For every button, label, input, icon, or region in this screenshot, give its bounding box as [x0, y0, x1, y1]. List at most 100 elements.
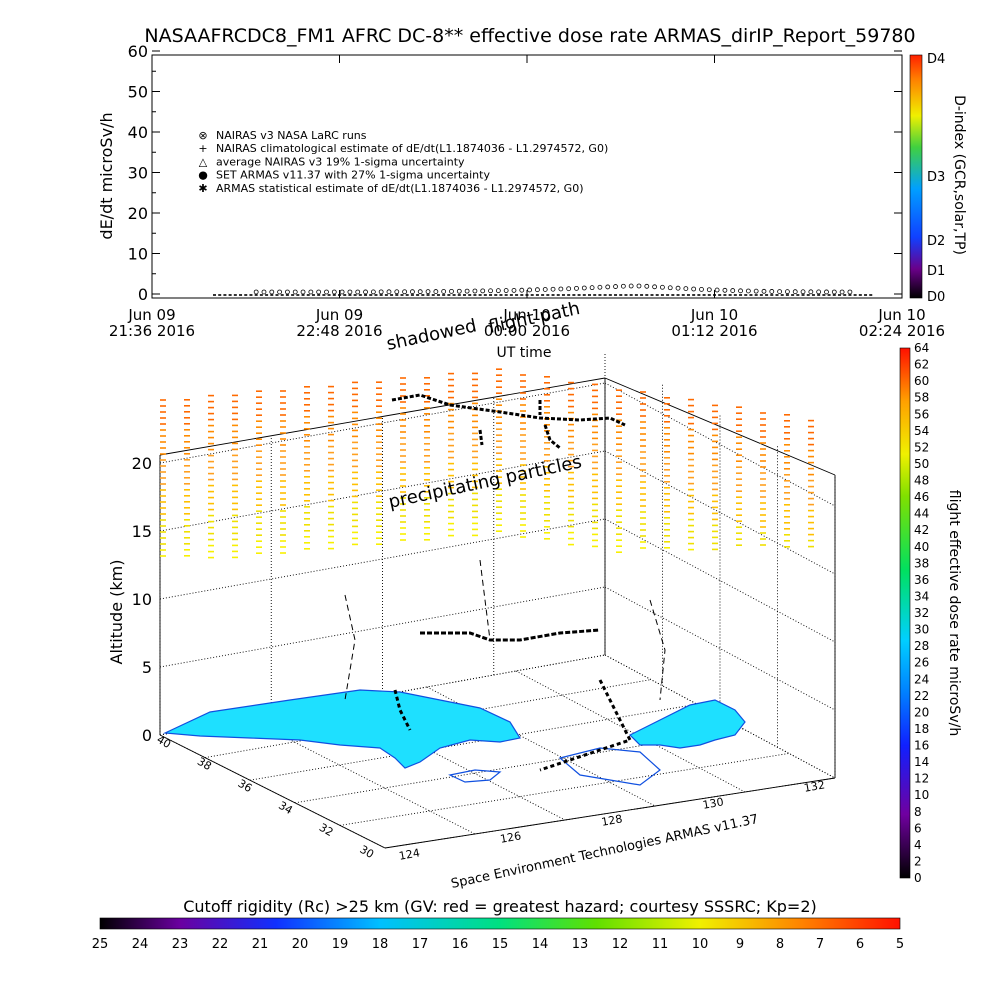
nairas-point: [831, 289, 837, 295]
dose-colorbar-label: 52: [914, 440, 929, 454]
nairas-point: [386, 289, 392, 295]
cutoff-colorbar-label: 8: [776, 937, 784, 952]
top-x-tick-date: Jun 09: [127, 306, 175, 324]
nairas-point: [308, 289, 314, 295]
nairas-point: [410, 289, 415, 295]
box-edge: [159, 377, 606, 456]
nairas-point: [738, 288, 743, 294]
nairas-point: [714, 287, 720, 293]
wall-grid-line: [159, 518, 606, 600]
dose-colorbar-label: 54: [914, 424, 929, 438]
land-island: [448, 769, 502, 783]
cutoff-colorbar-label: 17: [412, 937, 429, 952]
latitude-tick-label: 40: [154, 733, 173, 751]
d-index-label: D2: [927, 234, 945, 249]
nairas-point: [574, 285, 579, 291]
dose-colorbar-label: 58: [914, 391, 929, 405]
dose-colorbar-label: 26: [914, 656, 929, 670]
flight-path-upper: [391, 393, 626, 450]
top-x-tick-time: 02:24 2016: [859, 322, 945, 340]
nairas-point: [816, 289, 822, 295]
dose-colorbar-label: 22: [914, 689, 929, 703]
nairas-point: [425, 289, 431, 295]
top-x-tick-time: 21:36 2016: [109, 322, 195, 340]
nairas-point: [347, 289, 353, 295]
nairas-point: [691, 286, 697, 292]
nairas-point: [370, 289, 376, 295]
dose-colorbar-label: 64: [914, 341, 929, 355]
dose-colorbar-label: 6: [914, 821, 922, 835]
dose-colorbar-label: 0: [914, 871, 922, 885]
nairas-point: [441, 289, 447, 294]
cutoff-colorbar-label: 16: [452, 937, 469, 952]
dose-colorbar-label: 14: [914, 755, 929, 769]
nairas-point: [706, 287, 712, 293]
top-x-axis-label: UT time: [497, 345, 552, 361]
flight-path-mid: [420, 628, 601, 642]
nairas-point: [456, 288, 462, 294]
nairas-point: [581, 285, 587, 291]
nairas-point: [644, 283, 650, 289]
nairas-point: [378, 289, 384, 295]
legend-symbol: △: [199, 155, 208, 168]
floor-grid-line: [204, 679, 652, 759]
dose-colorbar-label: 8: [914, 805, 922, 819]
nairas-point: [605, 284, 611, 290]
nairas-point: [542, 287, 548, 292]
latitude-tick-label: 30: [357, 843, 376, 861]
altitude-tick-label: 5: [142, 658, 152, 677]
latitude-tick-label: 36: [236, 777, 255, 795]
nairas-point: [785, 289, 790, 295]
cutoff-colorbar-label: 14: [532, 937, 549, 952]
d-index-title: D-index (GCR,solar,TP): [951, 95, 967, 255]
nairas-point: [683, 286, 689, 292]
nairas-point: [566, 286, 572, 292]
nairas-point: [745, 288, 751, 294]
nairas-point: [339, 289, 345, 295]
legend-label: ARMAS statistical estimate of dE/dt(L1.1…: [216, 182, 583, 195]
top-y-axis-label: dE/dt microSv/h: [97, 112, 116, 239]
longitude-ticks: 124 126 128 130 132: [398, 778, 826, 862]
dose-colorbar-label: 32: [914, 606, 929, 620]
d-index-label: D0: [927, 290, 945, 305]
nairas-point: [495, 288, 501, 294]
cutoff-colorbar-label: 19: [332, 937, 349, 952]
nairas-point: [292, 289, 298, 295]
longitude-tick-label: 128: [600, 812, 623, 828]
dose-colorbar-label: 4: [914, 838, 922, 852]
latitude-tick-label: 34: [276, 799, 295, 817]
nairas-point: [597, 284, 603, 290]
cutoff-colorbar-label: 5: [896, 937, 904, 952]
top-y-tick-label: 50: [128, 83, 148, 102]
nairas-point: [331, 289, 337, 295]
dose-colorbar-label: 38: [914, 556, 929, 570]
cutoff-colorbar-label: 7: [816, 937, 824, 952]
nairas-point: [628, 283, 634, 289]
longitude-tick-label: 132: [803, 778, 826, 794]
nairas-point: [253, 289, 259, 295]
nairas-point: [589, 285, 595, 291]
dose-rate-marks: [160, 368, 814, 559]
dose-colorbar-label: 12: [914, 772, 929, 786]
land-korea-china: [162, 689, 521, 769]
nairas-point: [503, 288, 509, 293]
annotation-shadowed: shadowed: [385, 315, 479, 355]
annotation-precipitating: precipitating particles: [387, 451, 584, 512]
floor-grid-line: [515, 670, 746, 793]
dose-colorbar-label: 24: [914, 672, 929, 686]
nairas-point: [722, 287, 728, 293]
land-japan: [628, 699, 746, 749]
altitude-axis-label: Altitude (km): [107, 560, 126, 665]
nairas-point: [488, 288, 493, 294]
nairas-point: [355, 289, 361, 295]
legend-label: NAIRAS climatological estimate of dE/dt(…: [216, 142, 608, 155]
box-edge: [159, 734, 386, 849]
legend-symbol: ⊗: [198, 129, 207, 142]
altitude-tick-label: 0: [142, 726, 152, 745]
nairas-point: [277, 289, 283, 295]
legend-label: SET ARMAS v11.37 with 27% 1-sigma uncert…: [216, 169, 490, 182]
dose-colorbar-label: 50: [914, 457, 929, 471]
dose-colorbar-label: 62: [914, 358, 929, 372]
dose-colorbar-label: 18: [914, 722, 929, 736]
dose-colorbar-label: 56: [914, 407, 929, 421]
